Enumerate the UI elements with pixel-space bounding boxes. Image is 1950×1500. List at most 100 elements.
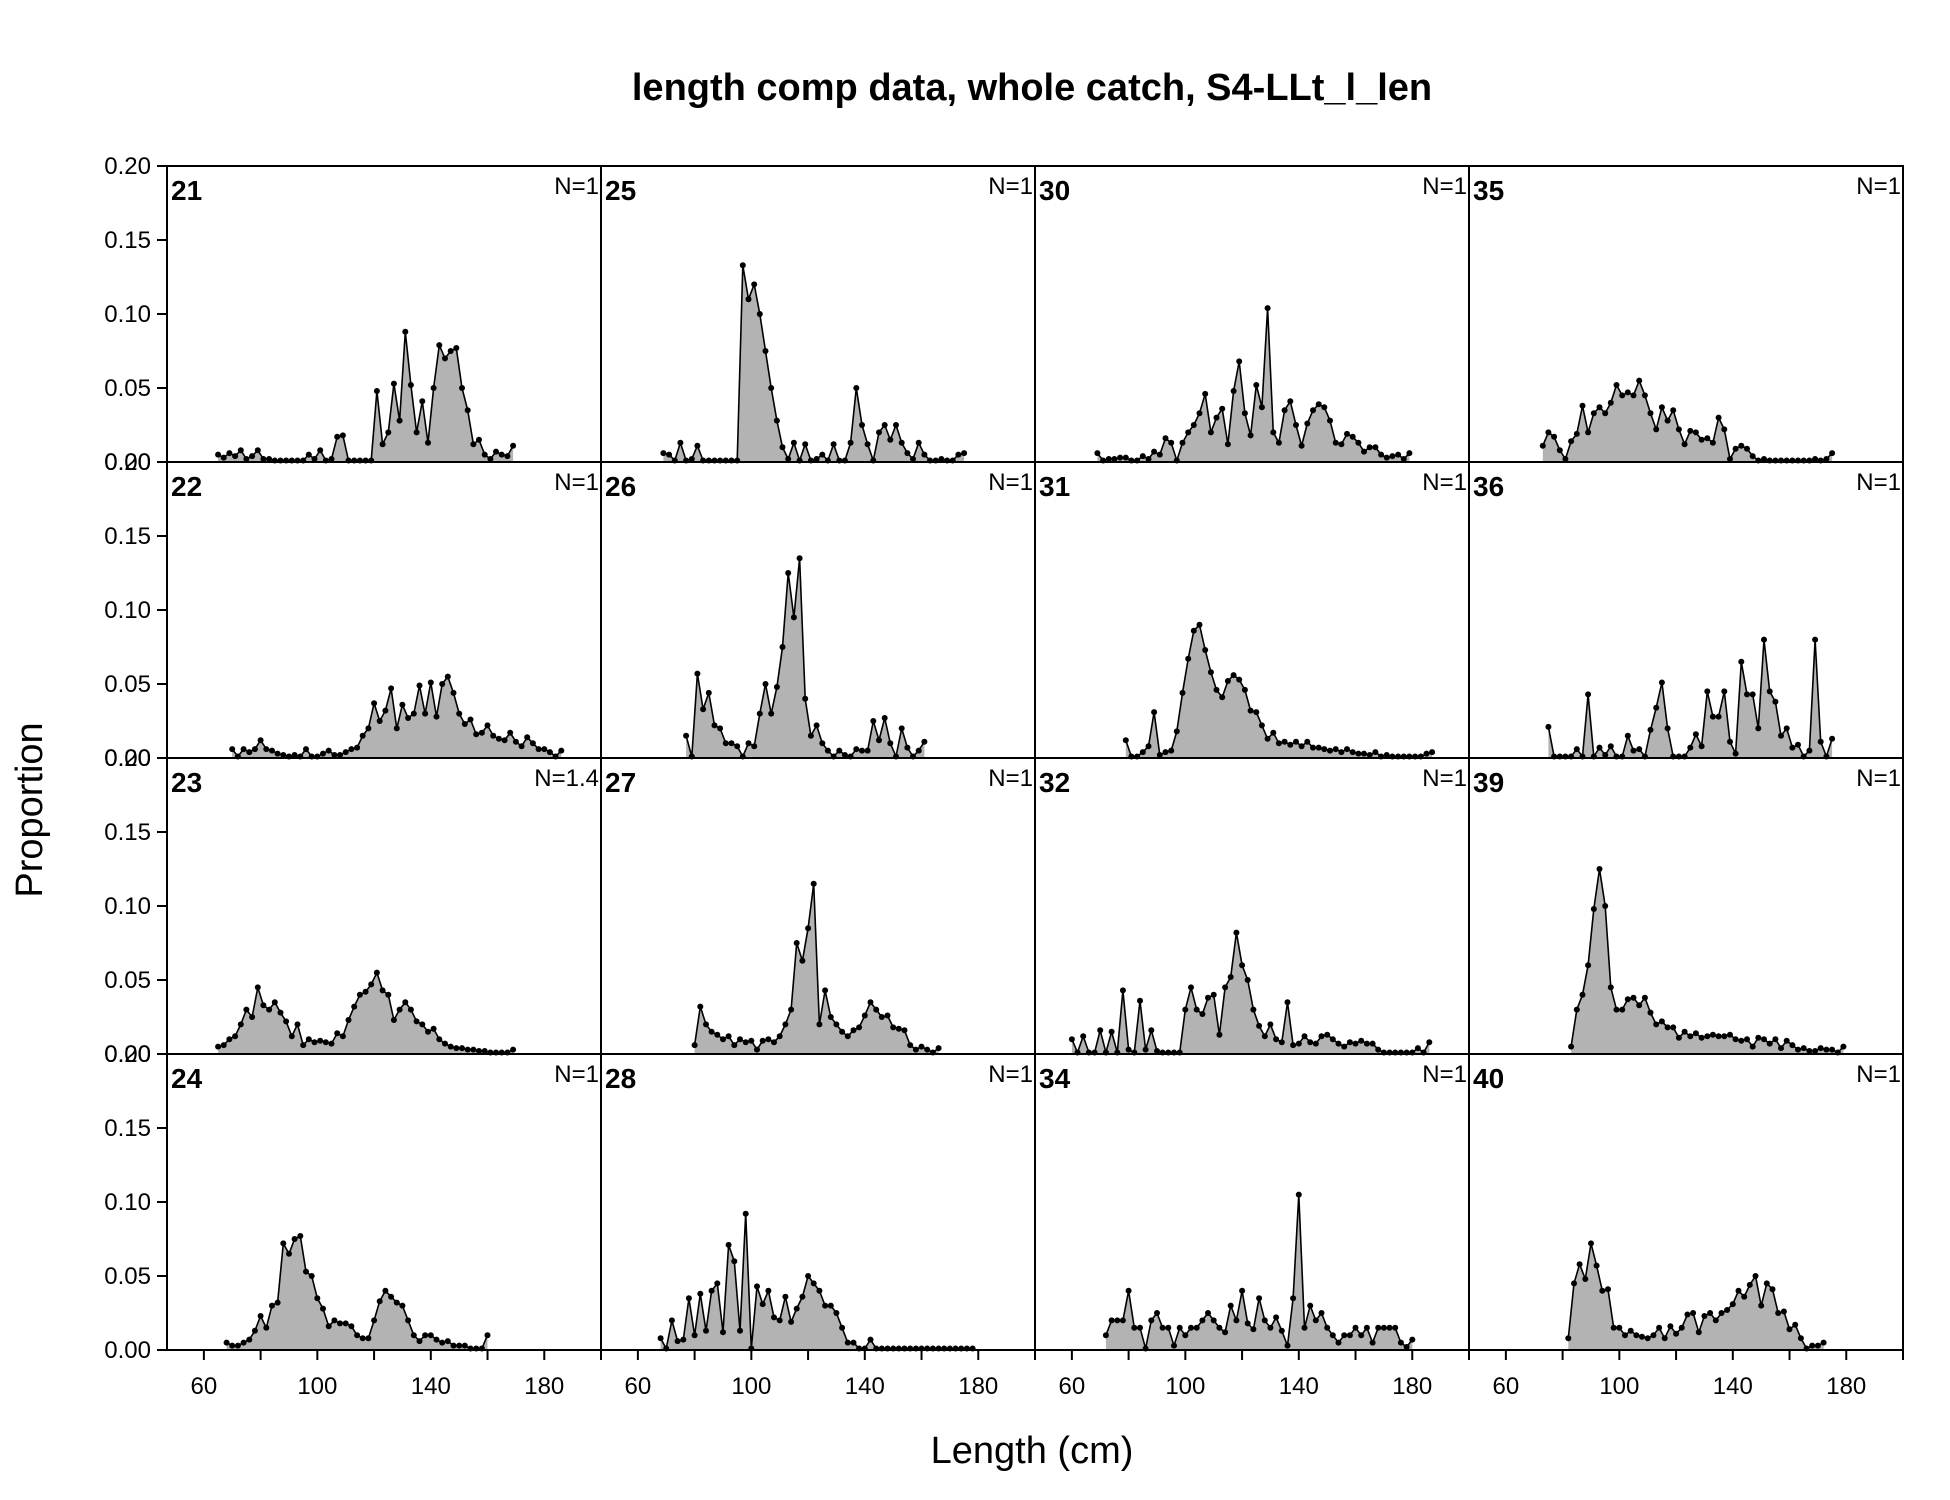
- data-point: [776, 1317, 783, 1324]
- panel-label: 22: [171, 471, 202, 502]
- data-point: [1670, 407, 1677, 414]
- data-point: [799, 1293, 806, 1300]
- x-axis-label: Length (cm): [931, 1430, 1134, 1472]
- data-point: [1239, 962, 1246, 969]
- data-point: [504, 453, 511, 460]
- data-point: [1205, 1310, 1211, 1316]
- data-point: [703, 1327, 709, 1334]
- data-point: [328, 456, 335, 462]
- data-point: [924, 1046, 931, 1053]
- y-tick-label: 0.00: [104, 449, 151, 476]
- data-point: [297, 1233, 304, 1239]
- data-point: [249, 1014, 256, 1020]
- data-point: [291, 752, 298, 758]
- data-point: [1139, 453, 1146, 460]
- data-point: [1820, 1339, 1827, 1346]
- data-point: [558, 747, 565, 754]
- area-fill-31: [1125, 624, 1433, 758]
- data-point: [1216, 1031, 1223, 1038]
- data-point: [1119, 987, 1126, 994]
- data-point: [359, 732, 366, 739]
- data-point: [305, 451, 312, 458]
- data-point: [320, 750, 326, 757]
- data-point: [1131, 1324, 1138, 1331]
- data-point: [864, 441, 871, 448]
- data-point: [1727, 456, 1733, 462]
- data-point: [1241, 410, 1248, 417]
- data-point: [793, 1305, 800, 1312]
- data-point: [1741, 1293, 1748, 1300]
- data-point: [691, 1042, 698, 1049]
- data-point: [280, 1240, 287, 1247]
- data-point: [853, 385, 860, 391]
- data-point: [1653, 426, 1660, 433]
- data-point: [1573, 746, 1580, 753]
- data-point: [1264, 305, 1271, 312]
- data-point: [379, 987, 386, 994]
- data-point: [371, 1317, 378, 1324]
- data-point: [280, 752, 287, 758]
- x-tick-label: 180: [524, 1373, 564, 1400]
- data-point: [1704, 435, 1711, 442]
- data-point: [907, 1042, 914, 1049]
- data-point: [1293, 422, 1299, 428]
- panel-26: 26 N=1: [600, 461, 1036, 760]
- y-tick-label: 0.20: [104, 153, 151, 180]
- data-point: [788, 1006, 795, 1013]
- n-label: N=1: [554, 1061, 599, 1088]
- data-point: [399, 1302, 406, 1309]
- data-point: [1392, 1324, 1399, 1331]
- data-point: [822, 987, 829, 994]
- data-point: [490, 732, 497, 739]
- data-point: [1766, 688, 1773, 695]
- data-point: [677, 439, 684, 446]
- data-point: [884, 1012, 891, 1019]
- panel-label: 23: [171, 767, 202, 798]
- data-point: [1389, 453, 1396, 460]
- data-point: [447, 348, 454, 354]
- data-point: [1812, 636, 1819, 643]
- data-point: [1224, 441, 1231, 448]
- data-point: [1358, 1332, 1365, 1339]
- data-point: [867, 999, 874, 1006]
- data-point: [317, 447, 324, 454]
- data-point: [1284, 999, 1291, 1006]
- data-point: [887, 740, 894, 747]
- data-point: [1219, 405, 1226, 412]
- data-point: [938, 456, 945, 462]
- n-label: N=1: [1422, 173, 1467, 200]
- data-point: [425, 439, 431, 446]
- data-point: [1188, 984, 1194, 991]
- data-point: [1698, 1034, 1705, 1041]
- data-point: [813, 456, 820, 462]
- data-point: [1758, 1302, 1765, 1309]
- data-point: [1579, 991, 1586, 998]
- data-point: [1352, 1324, 1359, 1331]
- data-point: [1786, 1326, 1793, 1333]
- data-point: [734, 743, 741, 750]
- data-point: [827, 1302, 834, 1309]
- data-point: [263, 746, 270, 753]
- data-point: [1698, 436, 1705, 443]
- panel-label: 34: [1039, 1063, 1071, 1094]
- data-point: [430, 1025, 437, 1032]
- n-label: N=1: [988, 173, 1033, 200]
- data-point: [1721, 688, 1728, 695]
- data-point: [1222, 984, 1229, 991]
- data-point: [895, 1025, 902, 1032]
- panel-32: 32 N=1: [1034, 757, 1470, 1056]
- data-point: [683, 732, 690, 739]
- data-point: [1366, 444, 1373, 451]
- data-point: [1270, 729, 1277, 736]
- data-point: [1395, 451, 1402, 458]
- data-point: [439, 1339, 446, 1346]
- panel-31: 31 N=1: [1034, 461, 1470, 760]
- data-point: [1721, 1033, 1728, 1040]
- data-point: [1692, 1030, 1699, 1037]
- data-point: [1119, 1317, 1126, 1324]
- data-point: [1341, 1332, 1348, 1339]
- data-point: [1290, 1042, 1297, 1049]
- y-tick-label: 0.10: [104, 893, 151, 920]
- data-point: [481, 451, 488, 458]
- data-point: [1687, 1033, 1694, 1040]
